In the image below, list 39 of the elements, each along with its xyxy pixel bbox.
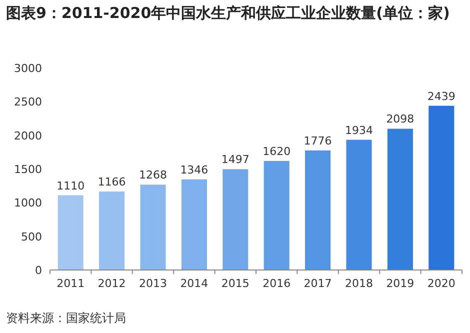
data-label: 1268 <box>139 168 167 182</box>
x-tick-label: 2020 <box>427 277 456 290</box>
y-tick-label: 2500 <box>14 96 42 109</box>
x-tick-label: 2012 <box>98 277 126 290</box>
x-tick-label: 2011 <box>56 277 85 290</box>
bar <box>222 169 248 270</box>
data-label: 1934 <box>345 124 373 137</box>
bar <box>140 184 166 270</box>
x-tick-label: 2013 <box>139 277 167 290</box>
y-tick-label: 0 <box>35 264 42 277</box>
data-label: 2098 <box>386 112 414 126</box>
chart-title: 图表9：2011-2020年中国水生产和供应工业企业数量(单位：家) <box>6 4 451 23</box>
x-tick-label: 2016 <box>262 277 291 290</box>
x-tick-label: 2017 <box>304 277 332 290</box>
data-label: 2439 <box>427 90 456 103</box>
x-tick-label: 2018 <box>345 277 373 290</box>
bar <box>99 191 125 270</box>
y-tick-label: 1500 <box>14 163 42 176</box>
bar <box>264 160 290 270</box>
y-tick-label: 2000 <box>14 129 42 142</box>
y-tick-label: 3000 <box>14 62 42 75</box>
data-label: 1620 <box>262 144 291 158</box>
x-tick-label: 2019 <box>386 277 414 290</box>
bar <box>346 140 372 270</box>
text: 资料来源：国家统计局 <box>6 310 126 327</box>
y-tick-label: 1000 <box>14 196 42 210</box>
bar <box>387 128 413 270</box>
data-label: 1346 <box>180 163 208 176</box>
bar <box>305 150 331 270</box>
data-label: 1110 <box>56 179 85 192</box>
bar <box>58 195 84 270</box>
data-label: 1166 <box>98 175 126 188</box>
data-label: 1497 <box>221 153 250 166</box>
x-tick-label: 2015 <box>221 277 250 290</box>
y-tick-label: 500 <box>21 230 42 244</box>
x-tick-label: 2014 <box>180 277 208 290</box>
data-label: 1776 <box>304 134 332 148</box>
bar <box>428 106 454 270</box>
bar <box>181 179 207 270</box>
